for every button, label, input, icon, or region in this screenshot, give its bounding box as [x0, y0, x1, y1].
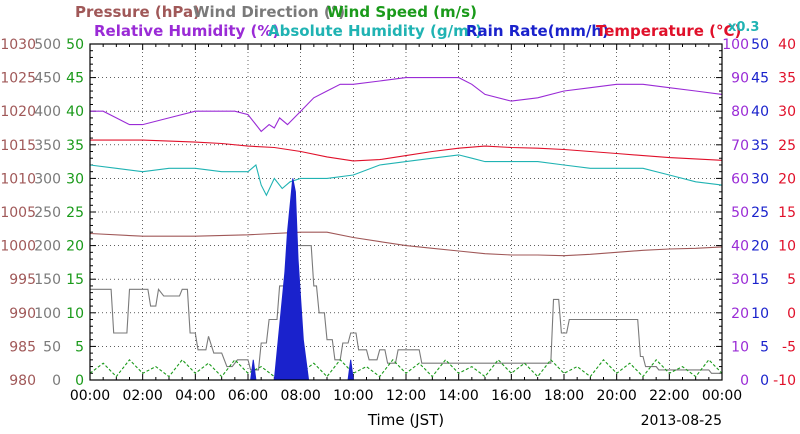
rain-rate-area — [273, 178, 310, 381]
y-tick-label-temperature: 25 — [778, 138, 796, 154]
y-tick-label-rain-rate: 45 — [751, 71, 769, 87]
y-tick-label-wind-direction: 300 — [34, 171, 61, 187]
y-tick-label-humidity: 80 — [731, 104, 749, 120]
y-tick-label-rain-rate: 15 — [751, 272, 769, 288]
y-tick-label-humidity: 60 — [731, 171, 749, 187]
y-tick-label-humidity: 0 — [740, 373, 749, 389]
y-tick-label-pressure: 995 — [9, 272, 36, 288]
y-tick-label-temperature: 40 — [778, 37, 796, 53]
series-line-pressure-hpa — [89, 231, 723, 257]
legend-item: Relative Humidity (%) — [94, 22, 279, 40]
plot-border — [89, 43, 723, 381]
y-tick-label-wind-direction: 200 — [34, 239, 61, 255]
x-tick-label: 10:00 — [333, 388, 373, 404]
y-tick-label-rain-rate: 25 — [751, 205, 769, 221]
y-tick-label-humidity: 100 — [722, 37, 749, 53]
y-tick-label-rain-rate: 35 — [751, 138, 769, 154]
y-tick-label-temperature: 10 — [778, 239, 796, 255]
y-tick-label-temperature: 5 — [787, 272, 796, 288]
y-tick-label-humidity: 90 — [731, 71, 749, 87]
x-axis-label: Time (JST) — [367, 411, 444, 429]
y-tick-label-wind-speed: 50 — [66, 37, 84, 53]
y-tick-label-temperature: -10 — [773, 373, 796, 389]
y-tick-label-temperature: -5 — [782, 339, 796, 355]
y-tick-label-pressure: 1010 — [0, 171, 36, 187]
y-tick-label-temperature: 35 — [778, 71, 796, 87]
y-tick-label-temperature: 20 — [778, 171, 796, 187]
y-tick-label-pressure: 1020 — [0, 104, 36, 120]
y-tick-label-wind-direction: 250 — [34, 205, 61, 221]
y-tick-label-wind-direction: 400 — [34, 104, 61, 120]
y-tick-label-pressure: 1030 — [0, 37, 36, 53]
x-tick-label: 04:00 — [175, 388, 215, 404]
y-tick-label-rain-rate: 5 — [760, 339, 769, 355]
legend-item: Temperature (°C) — [596, 22, 741, 40]
y-tick-label-wind-direction: 150 — [34, 272, 61, 288]
date-label: 2013-08-25 — [641, 413, 722, 429]
legend-item: Wind Direction (°) — [193, 3, 345, 21]
y-tick-label-pressure: 1000 — [0, 239, 36, 255]
x-tick-label: 16:00 — [491, 388, 531, 404]
y-tick-label-wind-speed: 15 — [66, 272, 84, 288]
series-line-wind-speed-m-s — [89, 358, 723, 378]
y-tick-label-rain-rate: 20 — [751, 239, 769, 255]
legend-item: Rain Rate(mm/h) — [466, 22, 609, 40]
y-tick-label-wind-direction: 100 — [34, 306, 61, 322]
y-tick-label-wind-direction: 0 — [52, 373, 61, 389]
y-tick-label-humidity: 30 — [731, 272, 749, 288]
y-tick-label-humidity: 40 — [731, 239, 749, 255]
y-tick-label-wind-direction: 50 — [43, 339, 61, 355]
legend-item: Pressure (hPa) — [75, 3, 200, 21]
x-tick-label: 12:00 — [386, 388, 426, 404]
series-line-absolute-humidity-g-m — [89, 154, 723, 197]
y-tick-label-pressure: 1005 — [0, 205, 36, 221]
y-tick-label-wind-speed: 25 — [66, 205, 84, 221]
y-tick-label-pressure: 1025 — [0, 71, 36, 87]
x-tick-label: 18:00 — [544, 388, 584, 404]
x-tick-label: 00:00 — [70, 388, 110, 404]
y-tick-label-wind-direction: 450 — [34, 71, 61, 87]
y-tick-label-humidity: 10 — [731, 339, 749, 355]
y-tick-label-wind-speed: 5 — [75, 339, 84, 355]
x-tick-label: 08:00 — [280, 388, 320, 404]
y-tick-label-wind-speed: 30 — [66, 171, 84, 187]
y-tick-label-humidity: 70 — [731, 138, 749, 154]
series-line-relative-humidity — [90, 77, 723, 133]
y-tick-label-pressure: 1015 — [0, 138, 36, 154]
y-tick-label-pressure: 990 — [9, 306, 36, 322]
y-tick-label-temperature: 15 — [778, 205, 796, 221]
y-tick-label-humidity: 50 — [731, 205, 749, 221]
legend-item: Wind Speed (m/s) — [327, 3, 477, 21]
y-tick-label-wind-speed: 35 — [66, 138, 84, 154]
y-tick-label-temperature: 30 — [778, 104, 796, 120]
y-tick-label-wind-speed: 0 — [75, 373, 84, 389]
y-tick-label-pressure: 985 — [9, 339, 36, 355]
x-tick-label: 22:00 — [649, 388, 689, 404]
x-tick-label: 06:00 — [228, 388, 268, 404]
y-tick-label-wind-speed: 10 — [66, 306, 84, 322]
y-tick-label-rain-rate: 30 — [751, 171, 769, 187]
y-tick-label-rain-rate: 40 — [751, 104, 769, 120]
y-tick-label-rain-rate: 0 — [760, 373, 769, 389]
y-tick-label-wind-speed: 20 — [66, 239, 84, 255]
series-line-wind-direction — [90, 245, 722, 374]
legend-scale-note: x0.3 — [728, 20, 759, 35]
y-tick-label-rain-rate: 10 — [751, 306, 769, 322]
y-tick-label-pressure: 980 — [9, 373, 36, 389]
x-tick-label: 20:00 — [596, 388, 636, 404]
x-tick-label: 14:00 — [438, 388, 478, 404]
y-tick-label-rain-rate: 50 — [751, 37, 769, 53]
y-tick-label-wind-direction: 350 — [34, 138, 61, 154]
y-tick-label-humidity: 20 — [731, 306, 749, 322]
y-tick-label-wind-direction: 500 — [34, 37, 61, 53]
y-tick-label-temperature: 0 — [787, 306, 796, 322]
legend-item: Absolute Humidity (g/m³) — [268, 22, 482, 40]
y-tick-label-wind-speed: 45 — [66, 71, 84, 87]
series-line-temperature-c — [90, 139, 723, 162]
x-tick-label: 00:00 — [702, 388, 742, 404]
x-tick-label: 02:00 — [122, 388, 162, 404]
y-tick-label-wind-speed: 40 — [66, 104, 84, 120]
